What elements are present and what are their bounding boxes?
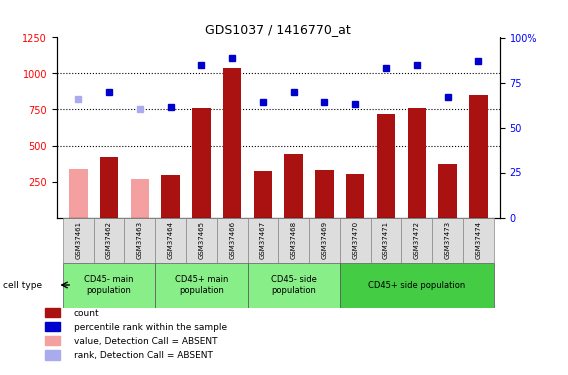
Bar <box>131 178 149 218</box>
Bar <box>63 262 155 308</box>
Bar <box>248 217 278 262</box>
Text: GSM37467: GSM37467 <box>260 221 266 259</box>
Bar <box>463 217 494 262</box>
Text: value, Detection Call = ABSENT: value, Detection Call = ABSENT <box>74 337 218 346</box>
Bar <box>94 217 124 262</box>
Text: GSM37466: GSM37466 <box>229 221 235 259</box>
Bar <box>340 217 370 262</box>
Bar <box>100 157 118 218</box>
Bar <box>402 217 432 262</box>
Text: GSM37473: GSM37473 <box>445 221 450 259</box>
Text: GSM37464: GSM37464 <box>168 221 174 259</box>
Text: GSM37461: GSM37461 <box>76 221 81 259</box>
Text: CD45- side
population: CD45- side population <box>271 275 316 295</box>
Bar <box>469 95 487 218</box>
Bar <box>278 217 309 262</box>
Bar <box>223 68 241 218</box>
Text: CD45+ main
population: CD45+ main population <box>175 275 228 295</box>
Bar <box>69 168 87 217</box>
Text: percentile rank within the sample: percentile rank within the sample <box>74 323 227 332</box>
Text: cell type: cell type <box>3 280 42 290</box>
Text: GSM37469: GSM37469 <box>321 221 328 259</box>
Text: count: count <box>74 309 99 318</box>
Text: GSM37465: GSM37465 <box>198 221 204 259</box>
Bar <box>285 154 303 218</box>
Bar <box>438 164 457 218</box>
Bar <box>432 217 463 262</box>
Text: GSM37462: GSM37462 <box>106 221 112 259</box>
Bar <box>124 217 155 262</box>
Bar <box>377 114 395 218</box>
Bar <box>217 217 248 262</box>
Bar <box>63 217 94 262</box>
Text: rank, Detection Call = ABSENT: rank, Detection Call = ABSENT <box>74 351 212 360</box>
Bar <box>192 108 211 218</box>
Text: CD45- main
population: CD45- main population <box>85 275 134 295</box>
Text: GSM37474: GSM37474 <box>475 221 481 259</box>
Title: GDS1037 / 1416770_at: GDS1037 / 1416770_at <box>206 23 351 36</box>
Bar <box>248 262 340 308</box>
Bar <box>186 217 217 262</box>
Bar <box>254 171 272 217</box>
Text: GSM37471: GSM37471 <box>383 221 389 259</box>
Bar <box>346 174 365 217</box>
Text: GSM37468: GSM37468 <box>291 221 296 259</box>
Text: GSM37472: GSM37472 <box>414 221 420 259</box>
Bar <box>407 108 426 218</box>
Bar <box>155 217 186 262</box>
Bar <box>370 217 402 262</box>
Bar <box>315 170 334 217</box>
Bar <box>161 175 180 217</box>
Text: GSM37470: GSM37470 <box>352 221 358 259</box>
Bar <box>309 217 340 262</box>
Text: CD45+ side population: CD45+ side population <box>368 280 465 290</box>
Bar <box>155 262 248 308</box>
Text: GSM37463: GSM37463 <box>137 221 143 259</box>
Bar <box>340 262 494 308</box>
